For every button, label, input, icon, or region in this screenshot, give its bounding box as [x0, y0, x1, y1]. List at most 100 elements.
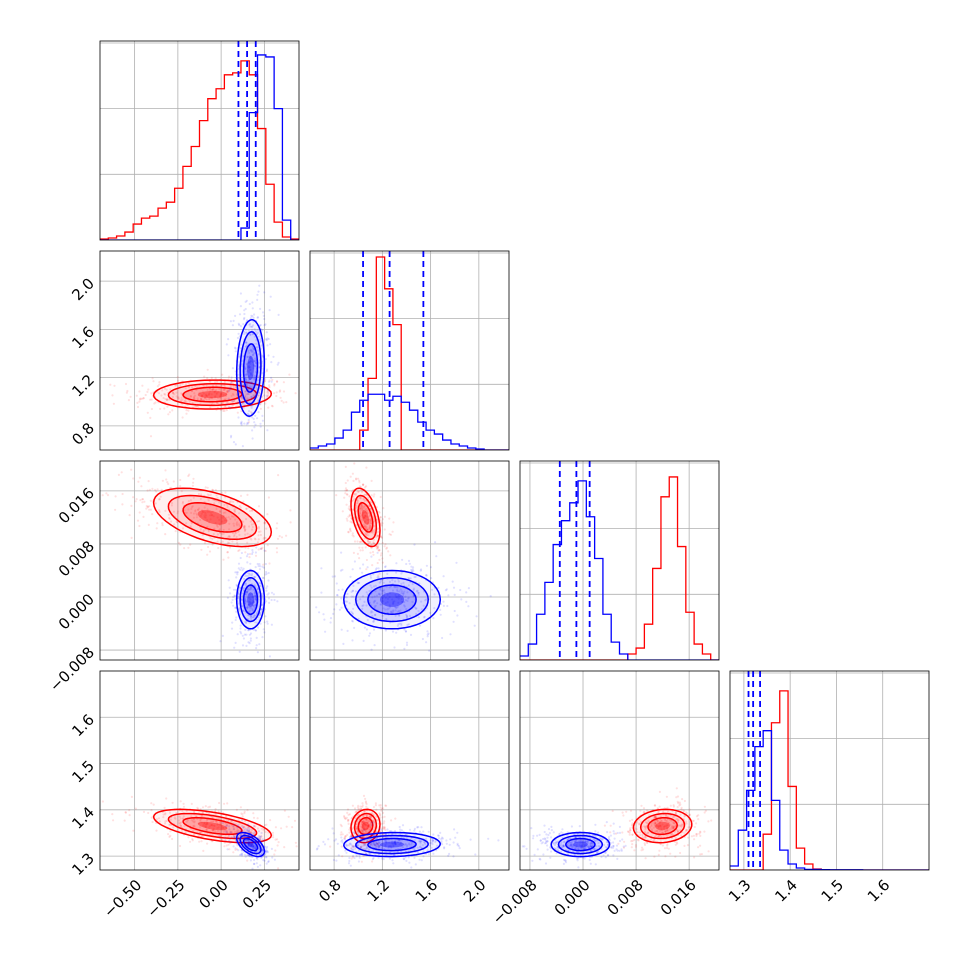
sample-point: [548, 832, 552, 835]
sample-point: [334, 838, 338, 841]
sample-point: [200, 548, 203, 551]
sample-point: [657, 853, 660, 857]
sample-point: [236, 336, 239, 340]
sample-point: [192, 397, 195, 400]
sample-point: [261, 592, 264, 595]
sample-point: [244, 600, 247, 603]
sample-point: [246, 365, 249, 368]
sample-point: [348, 831, 351, 834]
sample-point: [285, 401, 288, 404]
sample-point: [375, 534, 379, 537]
sample-point: [358, 496, 361, 499]
sample-point: [245, 507, 248, 510]
sample-point: [263, 839, 266, 842]
red-histogram: [310, 256, 509, 450]
sample-point: [406, 615, 409, 618]
sample-point: [487, 837, 490, 840]
sample-point: [607, 837, 611, 841]
sample-point: [246, 829, 249, 832]
sample-point: [400, 592, 403, 595]
sample-point: [252, 324, 255, 327]
sample-point: [176, 512, 179, 515]
sample-point: [365, 852, 368, 855]
sample-point: [252, 605, 256, 608]
sample-point: [222, 826, 225, 830]
sample-point: [357, 804, 360, 808]
sample-point: [567, 842, 570, 845]
sample-point: [539, 858, 542, 861]
sample-point: [396, 624, 399, 627]
sample-point: [237, 567, 240, 570]
sample-point: [245, 633, 248, 636]
sample-point: [252, 600, 255, 603]
sample-point: [209, 396, 212, 399]
sample-point: [437, 586, 440, 589]
sample-point: [249, 843, 252, 846]
sample-point: [260, 547, 263, 551]
sample-point: [371, 611, 374, 614]
sample-point: [191, 839, 194, 842]
sample-point: [362, 827, 365, 831]
sample-point: [248, 377, 251, 381]
sample-point: [698, 832, 701, 835]
sample-point: [236, 411, 239, 414]
x-tick-label: 2.0: [460, 876, 490, 906]
sample-point: [232, 399, 235, 402]
density-contour: [235, 831, 266, 858]
sample-point: [214, 390, 217, 393]
sample-point: [232, 824, 235, 828]
sample-point: [246, 493, 249, 496]
sample-point: [629, 827, 632, 830]
sample-point: [205, 395, 208, 398]
sample-point: [247, 364, 250, 367]
sample-point: [200, 814, 204, 817]
sample-point: [259, 622, 262, 625]
sample-point: [248, 369, 252, 372]
sample-point: [272, 836, 275, 839]
sample-point: [249, 617, 252, 620]
sample-point: [449, 838, 452, 841]
sample-point: [267, 592, 270, 595]
sample-point: [640, 849, 643, 852]
sample-point: [246, 392, 250, 395]
sample-point: [378, 581, 381, 584]
sample-point: [570, 825, 574, 828]
sample-point: [125, 391, 128, 394]
sample-point: [268, 562, 271, 565]
sample-point: [253, 844, 256, 847]
sample-point: [163, 806, 166, 809]
sample-point: [400, 622, 403, 625]
sample-point: [242, 355, 245, 358]
sample-point: [244, 394, 247, 398]
sample-point: [267, 389, 270, 392]
sample-point: [249, 598, 252, 601]
sample-point: [248, 588, 251, 591]
sample-point: [205, 393, 208, 396]
sample-point: [360, 826, 364, 829]
sample-point: [364, 829, 367, 832]
sample-point: [339, 823, 342, 826]
sample-point: [367, 542, 370, 545]
sample-point: [233, 646, 236, 649]
y-tick-label: 0.016: [55, 484, 98, 527]
sample-point: [332, 858, 335, 862]
sample-point: [147, 480, 150, 483]
sample-point: [429, 611, 432, 615]
sample-point: [244, 300, 247, 303]
sample-point: [361, 830, 364, 834]
sample-point: [387, 846, 390, 849]
sample-point: [575, 844, 578, 847]
sample-point: [317, 845, 320, 848]
sample-point: [148, 488, 151, 491]
sample-point: [364, 843, 367, 846]
sample-point: [255, 346, 258, 349]
sample-point: [251, 867, 254, 870]
sample-point: [158, 498, 161, 501]
sample-point: [150, 816, 153, 819]
sample-point: [247, 579, 250, 582]
sample-point: [352, 607, 355, 610]
sample-point: [372, 856, 375, 860]
sample-point: [201, 806, 205, 809]
sample-point: [247, 842, 250, 845]
sample-point: [602, 854, 605, 857]
